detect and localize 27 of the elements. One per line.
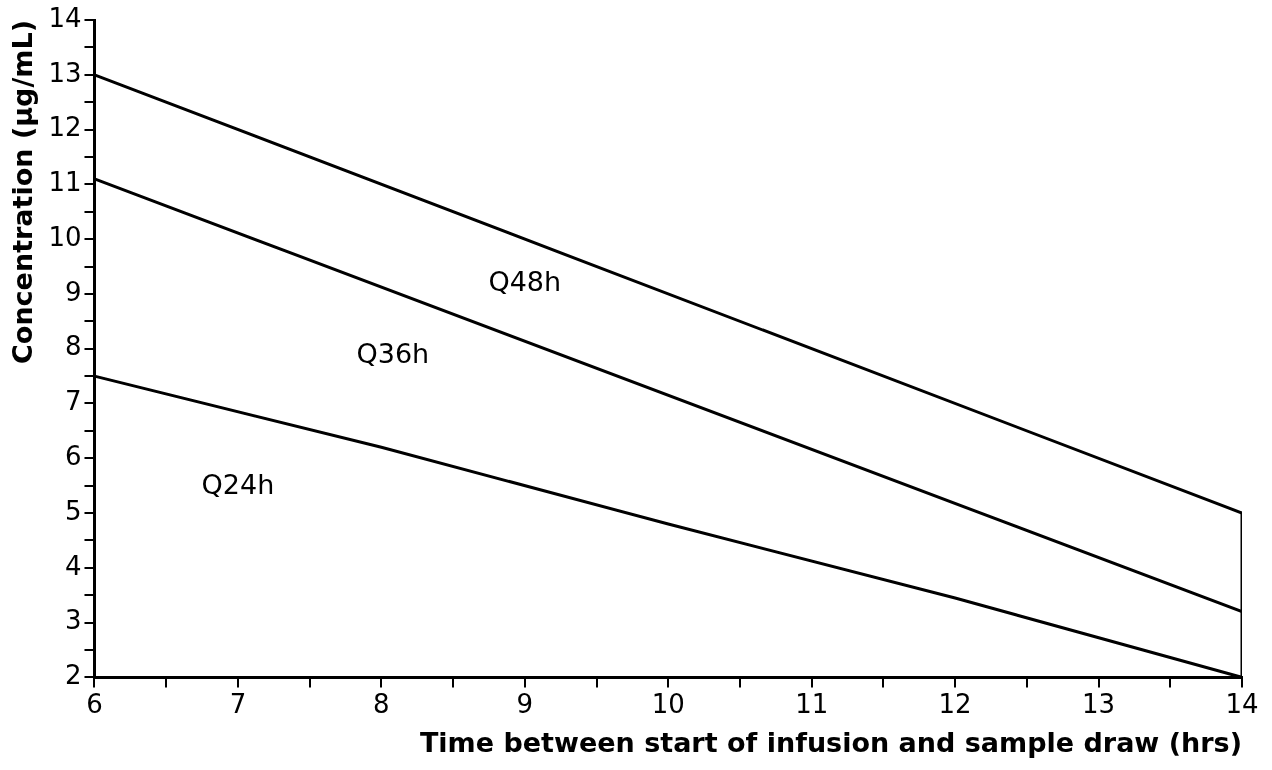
y-axis-title: Concentration (µg/mL) [7,20,39,364]
y-tick-label: 11 [48,167,82,198]
y-tick-label: 9 [64,276,82,307]
y-tick-label: 10 [48,221,82,252]
series-label: Q48h [488,266,562,298]
y-tick-label: 3 [64,605,82,636]
x-axis-title: Time between start of infusion and sample draw (hrs) [419,726,1242,758]
x-tick-label: 11 [795,688,829,719]
x-tick-label: 12 [938,688,972,719]
y-tick-label: 7 [64,386,82,417]
y-tick-label: 8 [64,331,82,362]
x-tick-label: 10 [651,688,685,719]
x-tick-label: 14 [1225,688,1259,719]
y-tick-label: 12 [48,112,82,143]
series-label: Q24h [201,468,275,500]
x-tick-label: 7 [229,688,247,719]
x-tick-label: 13 [1082,688,1116,719]
y-tick-label: 4 [64,550,82,581]
series-label: Q36h [356,338,430,370]
x-tick-label: 8 [373,688,390,719]
x-tick-label: 6 [86,688,103,719]
y-tick-label: 5 [64,495,82,526]
y-tick-label: 14 [48,2,82,33]
y-tick-label: 13 [48,57,82,88]
y-tick-label: 2 [64,660,82,691]
y-tick-label: 6 [64,441,82,472]
x-tick-label: 9 [516,688,534,719]
